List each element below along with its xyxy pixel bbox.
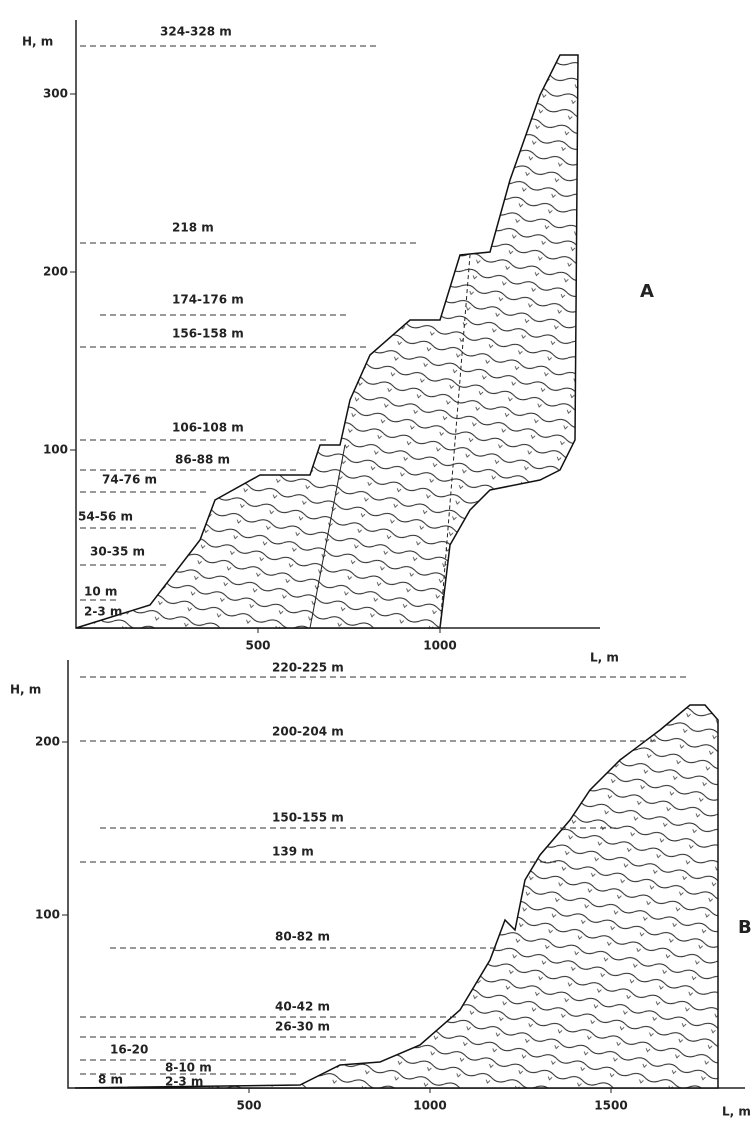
terrace-label: 139 m (272, 845, 314, 859)
terrace-label: 86-88 m (175, 453, 230, 467)
y-tick-label: 300 (43, 87, 68, 101)
panel-b: H, m L, m B 200 100 500 1000 1500 220-225 m 200-2… (10, 660, 752, 1119)
x-tick-label: 500 (245, 639, 270, 653)
x-tick-label: 500 (236, 1099, 261, 1113)
terrace-label: 8-10 m (165, 1061, 212, 1075)
terrace-label: 80-82 m (275, 930, 330, 944)
panel-letter: A (640, 281, 654, 302)
terrace-label: 10 m (84, 585, 117, 599)
terrace-label: 30-35 m (90, 545, 145, 559)
terrace-label: 40-42 m (275, 1000, 330, 1014)
y-axis-label: H, m (10, 683, 41, 697)
terrace-label: 174-176 m (172, 293, 244, 307)
y-tick-label: 100 (43, 443, 68, 457)
terrace-label: 106-108 m (172, 421, 244, 435)
profile (76, 55, 578, 628)
profile (75, 705, 718, 1088)
panel-a: H, m L, m A 300 200 100 500 1000 324-328 m 218 m 1… (22, 20, 654, 665)
terrace-label: 218 m (172, 221, 214, 235)
x-tick-label: 1000 (413, 1099, 446, 1113)
terrace-label: 26-30 m (275, 1020, 330, 1034)
terrace-label: 2-3 m (84, 605, 122, 619)
x-axis-label: L, m (722, 1105, 751, 1119)
terrace-label: 2-3 m (165, 1075, 203, 1089)
terrace-label: 54-56 m (78, 510, 133, 524)
terrace-label: 16-20 (110, 1043, 148, 1057)
y-tick-label: 100 (35, 908, 60, 922)
x-tick-label: 1500 (594, 1099, 627, 1113)
y-tick-label: 200 (35, 735, 60, 749)
terrace-label: 156-158 m (172, 327, 244, 341)
terrace-label: 200-204 m (272, 725, 344, 739)
y-tick-label: 200 (43, 265, 68, 279)
x-axis-label: L, m (590, 651, 619, 665)
y-axis-label: H, m (22, 35, 53, 49)
terrace-label: 8 m (98, 1073, 123, 1087)
terrace-label: 150-155 m (272, 811, 344, 825)
panel-letter: B (738, 917, 752, 938)
figure: H, m L, m A 300 200 100 500 1000 324-328 m 218 m 1… (0, 0, 754, 1130)
terrace-label: 220-225 m (272, 661, 344, 675)
terrace-label: 324-328 m (160, 25, 232, 39)
terrace-label: 74-76 m (102, 473, 157, 487)
x-tick-label: 1000 (423, 639, 456, 653)
